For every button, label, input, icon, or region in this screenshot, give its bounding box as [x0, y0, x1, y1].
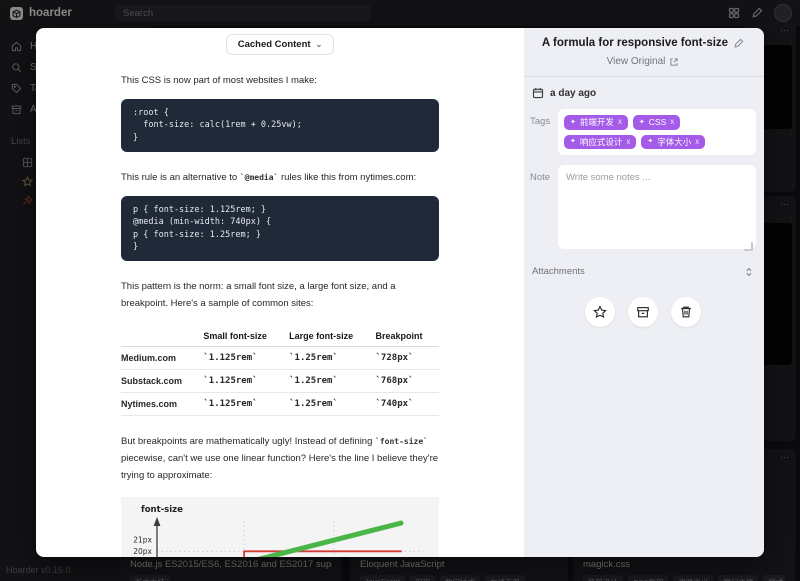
- code-block: p { font-size: 1.125rem; } @media (min-w…: [121, 196, 439, 262]
- tag-badge[interactable]: ✦ 响应式设计 x: [564, 134, 637, 149]
- font-size-chart-svg: font-size21px20px19px18px17px16px: [133, 505, 423, 557]
- saved-date: a day ago: [550, 87, 597, 99]
- trash-icon: [681, 306, 691, 318]
- pin-icon: [22, 195, 33, 206]
- bookmark-card-tags: JavaScript 编程数字技术在线手册: [360, 575, 558, 581]
- bookmark-card-tag[interactable]: 魔幻主题: [718, 575, 759, 581]
- app-logo[interactable]: hoarder: [10, 6, 72, 20]
- series-breakpoint step (media query): [243, 550, 402, 557]
- archive-icon: [11, 105, 22, 115]
- bookmark-card-title: Eloquent JavaScript: [360, 559, 445, 570]
- paragraph: This rule is an alternative to `@media` …: [121, 172, 417, 184]
- external-link-icon: [670, 57, 678, 66]
- edit-title-icon[interactable]: [733, 38, 744, 49]
- tag-badge[interactable]: ✦ CSS x: [632, 115, 681, 130]
- home-icon: [11, 41, 22, 52]
- favourites-star-icon: [22, 176, 33, 187]
- sparkle-icon: ✦: [638, 118, 645, 126]
- table-row: Medium.com `1.125rem` `1.25rem` `728px`: [121, 346, 439, 370]
- tag-label: 响应式设计: [579, 136, 623, 147]
- bookmark-card-tag[interactable]: CSS框架: [628, 575, 669, 581]
- bookmark-card-tag[interactable]: 优雅主义: [673, 575, 714, 581]
- search-icon: [12, 63, 21, 72]
- bookmark-card-tag[interactable]: 版本支持: [130, 575, 170, 581]
- bookmark-card-title: Node.js ES2015/ES6, ES2016 and ES2017 su…: [130, 559, 332, 570]
- y-tick-label: 20px: [133, 547, 152, 556]
- tag-label: 字体大小: [657, 136, 692, 147]
- bookmark-card-tag[interactable]: JavaScript: [360, 575, 406, 581]
- calendar-icon: [532, 88, 544, 99]
- tag-icon: [11, 83, 22, 94]
- y-axis-title: font-size: [141, 505, 183, 515]
- view-original-link[interactable]: View Original: [530, 56, 756, 67]
- bookmark-card-tags: 极简设计 CSS框架优雅主义魔幻主题样式: [583, 575, 785, 581]
- font-size-chart: font-size21px20px19px18px17px16px: [121, 496, 439, 557]
- lists-header: Lists: [11, 136, 31, 147]
- app-name: hoarder: [29, 7, 72, 19]
- inline-code: `@media`: [239, 173, 279, 183]
- series-proposed linear font-size: [256, 520, 404, 557]
- resize-grip[interactable]: [744, 242, 753, 251]
- font-size-table: Small font-size Large font-size Breakpoi…: [121, 326, 439, 416]
- bookmark-card-tag[interactable]: 极简设计: [583, 575, 623, 581]
- paragraph: This CSS is now part of most websites I …: [121, 75, 317, 86]
- delete-button[interactable]: [671, 297, 701, 327]
- note-input[interactable]: [558, 165, 756, 249]
- search-input[interactable]: [115, 5, 371, 21]
- bookmark-title: A formula for responsive font-size: [541, 37, 729, 49]
- bookmark-card-tag[interactable]: 在线手册: [485, 575, 526, 581]
- bookmark-card-tag[interactable]: 编程: [410, 575, 436, 581]
- remove-tag-icon[interactable]: x: [626, 136, 631, 146]
- table-row: Substack.com `1.125rem` `1.25rem` `768px…: [121, 369, 439, 393]
- y-axis-arrow: [153, 516, 161, 526]
- more-menu-icon[interactable]: ⋯: [780, 199, 790, 209]
- bookmark-card-tag[interactable]: 数字技术: [440, 575, 481, 581]
- paragraph: But breakpoints are mathematically ugly!…: [121, 435, 439, 481]
- attachments-label: Attachments: [532, 266, 585, 277]
- table-row: Nytimes.com `1.125rem` `1.25rem` `740px`: [121, 392, 439, 416]
- remove-tag-icon[interactable]: x: [670, 117, 675, 127]
- tags-editor[interactable]: ✦ 前端开发 x ✦ CSS x ✦ 响应式设计: [558, 109, 756, 155]
- bookmark-card-tags: 版本支持: [130, 575, 332, 581]
- topbar: hoarder: [0, 0, 800, 26]
- avatar[interactable]: [774, 4, 792, 22]
- cached-content-dropdown[interactable]: Cached Content ⌄: [225, 34, 335, 55]
- more-menu-icon[interactable]: ⋯: [780, 25, 790, 35]
- expand-collapse-icon[interactable]: [744, 267, 754, 277]
- note-label: Note: [530, 172, 551, 183]
- star-icon: [593, 305, 607, 319]
- all-lists-icon: [22, 157, 33, 168]
- y-tick-label: 21px: [133, 535, 152, 544]
- more-menu-icon[interactable]: ⋯: [780, 452, 790, 462]
- inline-code: `font-size`: [375, 436, 428, 446]
- layout-grid-icon[interactable]: [728, 7, 740, 19]
- bookmark-card-tag[interactable]: 样式: [763, 575, 785, 581]
- bookmark-card-title: magick.css: [583, 559, 630, 570]
- app-version: Hoarder v0.16.0: [6, 565, 71, 575]
- divider: [524, 76, 764, 77]
- remove-tag-icon[interactable]: x: [695, 136, 700, 146]
- sparkle-icon: ✦: [647, 138, 654, 146]
- chevron-down-icon: ⌄: [315, 39, 323, 49]
- tag-label: CSS: [648, 117, 667, 127]
- tag-badge[interactable]: ✦ 前端开发 x: [564, 115, 628, 130]
- archive-button[interactable]: [628, 297, 658, 327]
- favourite-button[interactable]: [585, 297, 615, 327]
- archive-box-icon: [637, 307, 649, 318]
- cached-content-pane: Cached Content ⌄ This CSS is now part of…: [36, 28, 524, 557]
- tags-label: Tags: [530, 116, 551, 127]
- sparkle-icon: ✦: [570, 118, 576, 126]
- bookmark-details-panel: A formula for responsive font-size View …: [524, 28, 764, 557]
- tag-label: 前端开发: [579, 117, 614, 127]
- paragraph: This pattern is the norm: a small font s…: [121, 281, 396, 310]
- code-block: :root { font-size: calc(1rem + 0.25vw); …: [121, 99, 439, 153]
- sparkle-icon: ✦: [570, 138, 576, 146]
- remove-tag-icon[interactable]: x: [617, 117, 622, 127]
- tag-badge[interactable]: ✦ 字体大小 x: [641, 134, 706, 149]
- edit-pencil-icon[interactable]: [751, 7, 763, 19]
- bookmark-preview-modal: Cached Content ⌄ This CSS is now part of…: [36, 28, 764, 557]
- hoarder-logo-icon: [10, 6, 23, 20]
